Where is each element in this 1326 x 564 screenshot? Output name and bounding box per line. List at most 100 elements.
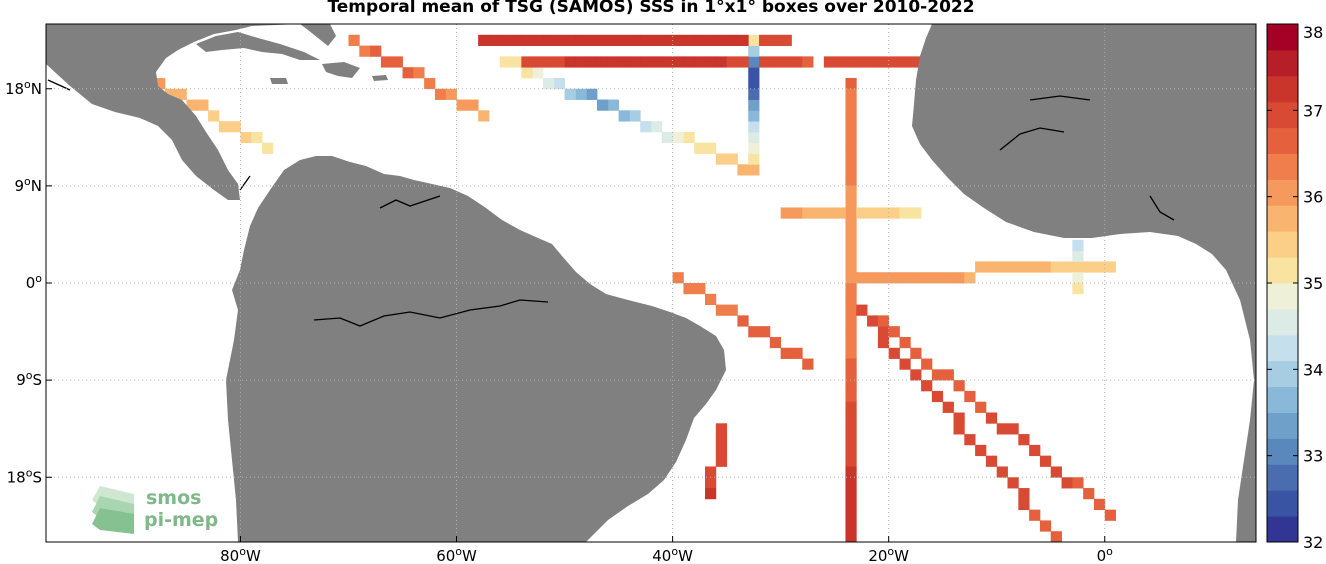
sss-cell xyxy=(845,423,857,435)
sss-cell xyxy=(542,77,555,90)
sss-cell xyxy=(748,164,760,176)
sss-cell xyxy=(672,272,684,284)
land-layer xyxy=(46,24,1256,542)
sss-cell xyxy=(1007,261,1019,273)
sss-cell xyxy=(640,121,652,133)
sss-cell xyxy=(769,56,782,68)
sss-cell xyxy=(845,56,857,68)
sss-cell xyxy=(748,67,760,79)
sss-cell xyxy=(1072,283,1084,295)
sss-cell xyxy=(661,34,674,46)
land-south-america xyxy=(226,156,726,542)
sss-cell xyxy=(748,88,760,100)
sss-cell xyxy=(975,261,987,273)
sss-cell xyxy=(705,56,717,68)
sss-cell xyxy=(877,315,890,327)
sss-cell xyxy=(845,283,857,295)
colorbar-swatch xyxy=(1267,231,1298,258)
lat-tick-label: 9oN xyxy=(14,175,42,195)
sss-cell xyxy=(413,67,425,79)
sss-cell xyxy=(359,45,371,57)
sss-cell xyxy=(467,99,479,111)
sss-cell xyxy=(845,88,857,100)
sss-cell xyxy=(380,56,393,68)
colorbar-swatch xyxy=(1267,308,1298,336)
sss-cell xyxy=(197,99,209,111)
sss-cell xyxy=(834,207,846,219)
sss-cell xyxy=(1072,272,1084,284)
sss-cell xyxy=(564,56,576,68)
colorbar-tick-label: 32 xyxy=(1303,533,1323,552)
lon-tick-label: 40oW xyxy=(652,545,693,564)
sss-cell xyxy=(845,380,857,392)
sss-cell xyxy=(845,466,857,478)
latitude-ticks: 18oN 9oN 0o 9oS 18oS xyxy=(5,78,52,486)
sss-cell xyxy=(985,455,998,467)
sss-cell xyxy=(845,218,857,230)
sss-cell xyxy=(802,56,814,68)
sss-cell xyxy=(726,34,738,46)
sss-cell xyxy=(651,121,663,133)
sss-cell xyxy=(1029,444,1041,457)
colorbar-swatch xyxy=(1267,153,1298,180)
sss-cell xyxy=(1039,261,1052,273)
colorbar-swatch xyxy=(1267,334,1298,362)
sss-cell xyxy=(845,110,857,122)
sss-cell xyxy=(996,466,1008,478)
sss-cell xyxy=(877,272,890,284)
sss-cell xyxy=(748,142,760,154)
sss-cell xyxy=(845,444,857,457)
sss-cell xyxy=(823,56,836,68)
sss-cell xyxy=(1072,477,1084,489)
sss-cell xyxy=(618,110,630,122)
sss-cell xyxy=(164,88,177,100)
sss-cell xyxy=(737,164,749,176)
colorbar-swatch xyxy=(1267,438,1298,465)
sss-cell xyxy=(726,153,738,165)
colorbar-swatch xyxy=(1267,75,1298,103)
sss-cell xyxy=(845,99,857,111)
map-title: Temporal mean of TSG (SAMOS) SSS in 1°x1… xyxy=(327,0,975,17)
sss-cell xyxy=(931,369,944,381)
sss-cell xyxy=(553,56,565,68)
colorbar-ticks: 38 37 36 35 34 33 32 xyxy=(1267,23,1323,552)
sss-cell xyxy=(694,34,706,46)
sss-cell xyxy=(1050,261,1062,273)
sss-cell xyxy=(629,110,641,122)
sss-cell xyxy=(1029,261,1041,273)
sss-cell xyxy=(1050,466,1062,478)
sss-cell xyxy=(715,34,728,46)
sss-cell xyxy=(845,250,857,262)
colorbar-swatch xyxy=(1267,360,1298,388)
sss-cell xyxy=(607,56,619,68)
sss-cell xyxy=(705,466,717,478)
sss-cell xyxy=(899,358,911,370)
sss-cell xyxy=(769,34,782,46)
sss-cell xyxy=(726,56,738,68)
sss-cell xyxy=(596,56,609,68)
sss-cell xyxy=(856,207,868,219)
sss-cell xyxy=(845,293,857,305)
sss-cell xyxy=(1039,520,1052,532)
land-jamaica xyxy=(270,78,288,84)
sss-cell xyxy=(931,390,944,403)
sss-cell xyxy=(845,196,857,208)
sss-cell xyxy=(942,369,954,381)
sss-cell xyxy=(208,110,220,122)
sss-cell xyxy=(683,34,695,46)
sss-cell xyxy=(856,272,868,284)
sss-cell xyxy=(229,121,241,133)
colorbar-tick-label: 36 xyxy=(1303,188,1323,207)
lon-tick-label: 0o xyxy=(1097,545,1114,564)
land-africa xyxy=(912,24,1256,542)
colorbar-tick-label: 35 xyxy=(1303,274,1323,293)
sss-cell xyxy=(251,131,263,144)
logo-text-smos: smos xyxy=(146,487,201,509)
sss-cell xyxy=(899,336,911,349)
sss-cell xyxy=(672,56,684,68)
colorbar-tick-label: 37 xyxy=(1303,101,1323,120)
sss-cell xyxy=(607,99,619,111)
sss-cell xyxy=(802,358,814,370)
colorbar-swatch xyxy=(1267,464,1298,491)
sss-cell xyxy=(424,77,436,90)
